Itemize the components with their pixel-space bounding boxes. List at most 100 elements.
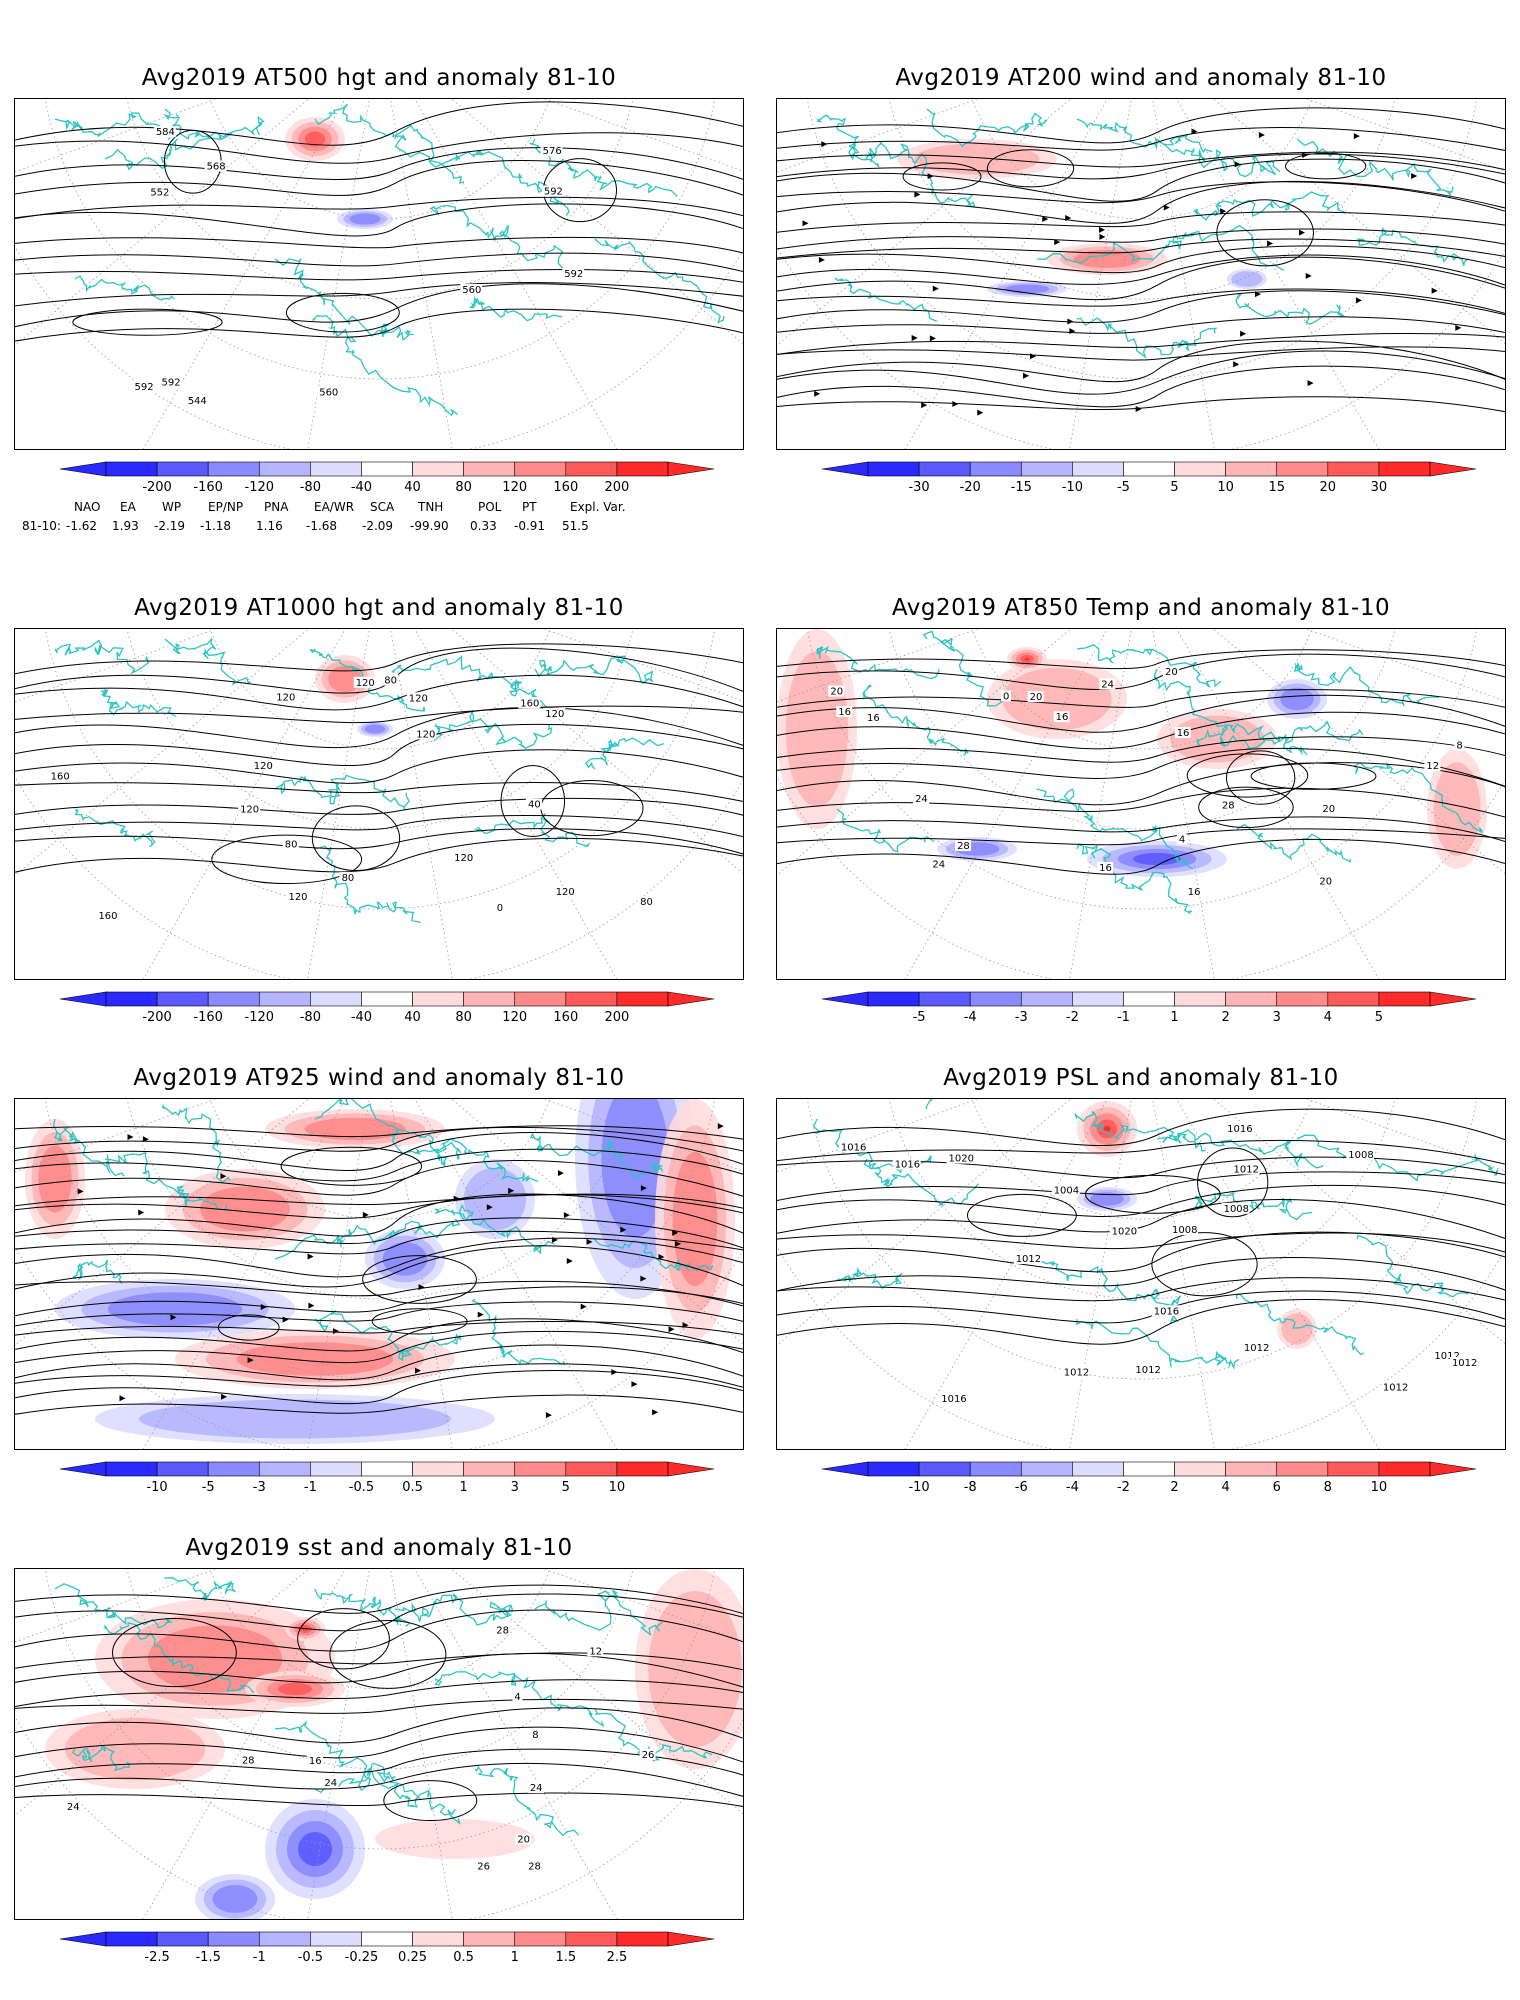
colorbar-segment [1225,1461,1278,1477]
colorbar-tick-label: 160 [553,480,579,495]
contour-label-background [153,126,176,138]
contour-line [777,254,1505,286]
longitude-line [543,99,743,172]
coastline-segment [99,688,177,717]
teleconnection-header: EA/WR [314,500,355,514]
coastline-segment [474,1765,580,1837]
colorbar-tick-label: 1.5 [555,1950,577,1965]
longitude-line [450,1099,743,1345]
contour-label-background [892,1158,921,1170]
colorbar-segment [1378,461,1431,477]
contour-line [15,837,743,873]
colorbar-segment [310,1931,362,1947]
coastline-segment [1036,788,1194,870]
contour-line [777,1277,1505,1302]
contour-label: 1016 [841,1143,866,1154]
coastline-segment [54,112,172,141]
streamline-arrow [566,1257,573,1264]
streamline-arrow [1298,229,1305,236]
streamline-arrow [545,1412,552,1419]
colorbar-tick-label: 5 [561,1480,570,1495]
streamline-arrow [802,220,809,227]
closed-contour [1198,786,1294,829]
colorbar-segment [1276,461,1329,477]
longitude-line [777,99,979,173]
contour-line [15,1217,743,1249]
contour-label: 80 [384,676,397,687]
contour-label-background [587,1645,604,1657]
colorbar-low-arrow [821,991,869,1007]
colorbar-segment [1225,991,1278,1007]
contour-line [15,1132,743,1171]
contour-label: 592 [544,187,563,198]
contour-line [15,643,743,675]
contour-line [777,711,1505,750]
colorbar-segment [1327,1461,1380,1477]
longitude-line [777,1099,1072,1346]
contour-line [15,1762,743,1797]
longitude-line [142,99,346,449]
colorbar-segment [969,1461,1022,1477]
map-at1000-height: 120 120 120 80 160 80 80 0 120 120 40 120 160 120 80 12… [14,628,744,980]
streamline-arrow [1267,240,1274,247]
colorbar-segment [463,1931,516,1947]
teleconnection-value: -2.19 [154,519,186,533]
streamline-arrow [508,1187,515,1194]
longitude-line [543,1569,743,1642]
longitude-line [904,1099,1108,1449]
anomaly-region [304,131,326,147]
colorbar-low-arrow [59,1931,107,1947]
contour-label-background [1449,1356,1478,1368]
contour-label-background [562,268,585,280]
anomaly-region [463,1167,527,1231]
contour-label: 24 [915,794,928,805]
graticule [777,629,1505,979]
contour-label: 20 [517,1834,530,1845]
contour-label-background [452,852,475,864]
contour-line [15,269,743,283]
contour-label: 1020 [1112,1227,1137,1238]
colorbar-segment [1123,991,1175,1007]
colorbar-tick-label: 10 [608,1480,626,1495]
contour-line [777,816,1505,843]
closed-contour [1216,199,1314,267]
contour-line [15,1237,743,1278]
contour-label-background [1380,1381,1409,1393]
colorbar-segment [412,1931,464,1947]
colorbar-tick-label: -4 [1065,1480,1079,1495]
latitude-circle [777,245,1505,449]
graticule [15,629,743,979]
colorbar-segment [867,991,920,1007]
colorbar-high-arrow [1429,991,1477,1007]
closed-contour [1225,750,1296,805]
colorbar-tick-label: 3 [510,1480,519,1495]
coastline-segment [274,1218,461,1260]
contour-label: 16 [1177,728,1190,739]
teleconnection-value: -1.62 [66,519,98,533]
streamline-arrow [170,1314,177,1321]
longitude-line [390,99,453,449]
contour-label-background [1053,711,1070,723]
longitude-line [777,1099,979,1173]
contour-line [15,282,743,307]
colorbar-segment [565,1931,618,1947]
contour-line [777,1139,1505,1165]
colorbar-high-arrow [667,1931,715,1947]
contour-lines [15,643,743,885]
contour-label: 544 [188,396,207,407]
colorbar-segment [361,1931,413,1947]
contour-label-background [828,685,845,697]
coastline-segment [1076,317,1218,359]
anomaly-region [1090,1192,1124,1206]
contour-line [15,814,743,838]
contour-line [15,160,743,196]
contour-label: 160 [98,911,117,922]
coastline-segment [593,1238,714,1272]
latitude-circle [209,99,551,220]
contour-label: 1012 [1135,1365,1160,1376]
contour-label: 1012 [1383,1383,1408,1394]
contour-label-background [939,1392,968,1404]
contour-line [777,828,1505,846]
contour-line [777,256,1505,301]
contour-label: 28 [1222,800,1235,811]
